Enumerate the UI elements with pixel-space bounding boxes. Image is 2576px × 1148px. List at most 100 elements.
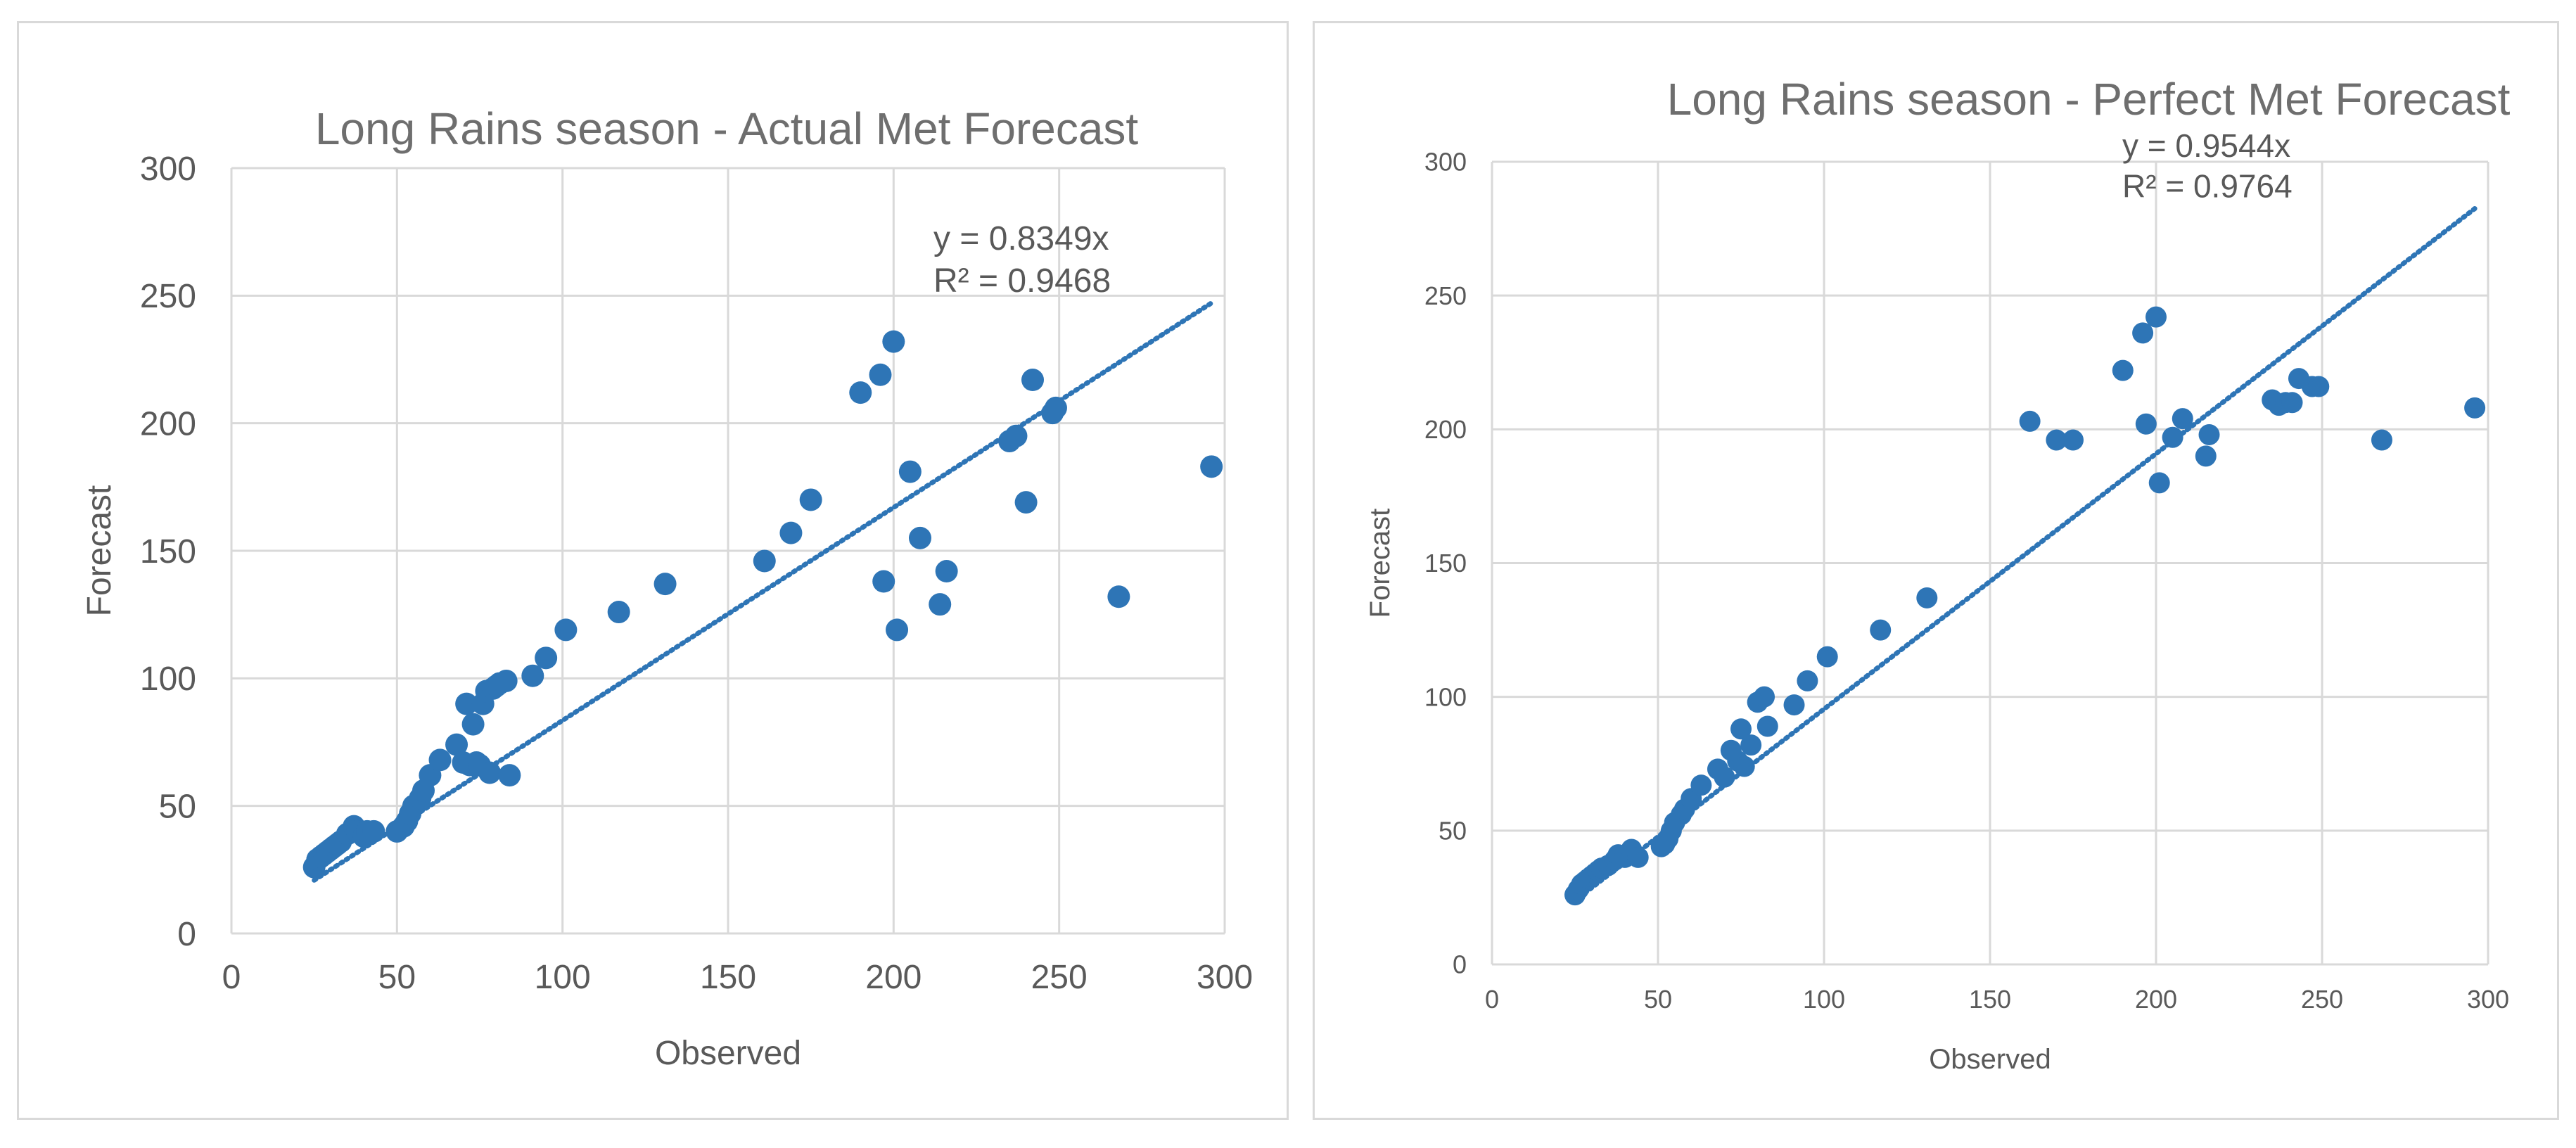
data-point (1797, 670, 1818, 691)
data-point (779, 521, 803, 544)
y-axis-label: Forecast (81, 485, 118, 617)
data-point (849, 381, 872, 404)
data-point (1733, 755, 1755, 777)
data-point (2145, 306, 2167, 328)
data-point (2281, 392, 2303, 414)
data-point (2172, 408, 2193, 430)
x-axis-label: Observed (1929, 1044, 2051, 1075)
x-tick-label: 300 (1197, 959, 1253, 996)
data-point (1044, 396, 1067, 419)
x-tick-label: 200 (865, 959, 922, 996)
data-point (554, 618, 578, 642)
x-tick-label: 100 (1803, 985, 1845, 1014)
y-tick-label: 300 (1424, 148, 1467, 177)
x-tick-label: 250 (2301, 985, 2343, 1014)
scatter-chart-actual: Long Rains season - Actual Met Forecast 0… (81, 103, 1253, 1072)
data-point (362, 819, 385, 843)
data-point (445, 733, 468, 756)
data-point (498, 764, 521, 787)
data-point (1870, 619, 1892, 641)
y-tick-label: 300 (140, 151, 196, 188)
chart-panel-perfect: Long Rains season - Perfect Met Forecast… (1313, 21, 2559, 1120)
chart-title: Long Rains season - Actual Met Forecast (315, 103, 1139, 154)
y-tick-label: 100 (140, 661, 196, 698)
y-tick-label: 100 (1424, 682, 1467, 711)
data-point (1200, 455, 1223, 478)
y-tick-label: 150 (140, 533, 196, 570)
data-point (1816, 646, 1838, 668)
y-tick-label: 250 (1424, 281, 1467, 310)
x-tick-label: 50 (378, 959, 416, 996)
data-point (898, 460, 922, 483)
data-point (935, 560, 958, 583)
data-point (1756, 715, 1778, 737)
x-tick-label: 0 (1485, 985, 1499, 1014)
data-point (495, 669, 518, 692)
x-tick-label: 200 (2135, 985, 2177, 1014)
x-tick-label: 150 (700, 959, 756, 996)
trendline (312, 300, 1214, 883)
data-point (872, 570, 895, 593)
data-point (2062, 429, 2084, 451)
data-point (799, 488, 822, 511)
data-point (1014, 491, 1038, 514)
data-point (2019, 410, 2041, 432)
y-tick-label: 0 (177, 916, 196, 953)
data-point (1021, 369, 1045, 392)
y-tick-label: 200 (1424, 415, 1467, 444)
data-point (2132, 322, 2154, 344)
data-point (2195, 445, 2217, 467)
data-point (1690, 774, 1712, 796)
data-point (2308, 376, 2330, 397)
y-tick-label: 250 (140, 278, 196, 315)
data-point (2046, 429, 2067, 451)
data-point (607, 601, 630, 624)
y-tick-label: 150 (1424, 549, 1467, 578)
data-point (882, 330, 905, 353)
data-point (1916, 587, 1938, 608)
data-point (2464, 397, 2486, 419)
data-point (1005, 424, 1028, 447)
data-point (1783, 694, 1805, 716)
data-point (428, 748, 452, 772)
y-tick-label: 200 (140, 405, 196, 442)
chart-panel-actual: Long Rains season - Actual Met Forecast 0… (17, 21, 1289, 1120)
data-point (1627, 846, 1649, 868)
data-point (753, 549, 776, 573)
data-point (2112, 359, 2134, 381)
x-tick-label: 50 (1644, 985, 1672, 1014)
trendline-equation: y = 0.8349x (933, 220, 1109, 257)
chart-title: Long Rains season - Perfect Met Forecast (1667, 74, 2511, 125)
x-tick-label: 150 (1969, 985, 2011, 1014)
x-tick-label: 250 (1031, 959, 1088, 996)
data-point (1740, 734, 1762, 756)
trendline (1572, 206, 2478, 903)
data-point (908, 526, 931, 549)
y-tick-label: 50 (159, 788, 196, 825)
data-point (478, 761, 502, 784)
x-tick-label: 0 (222, 959, 241, 996)
data-point (869, 363, 892, 386)
data-point (2135, 413, 2157, 435)
data-point (535, 646, 558, 670)
data-point (1754, 686, 1775, 708)
y-axis-label: Forecast (1365, 509, 1396, 618)
data-point (521, 664, 544, 687)
data-point (461, 713, 485, 736)
y-tick-label: 50 (1439, 816, 1467, 845)
data-point (2162, 426, 2183, 448)
trendline-r-squared: R² = 0.9764 (2122, 168, 2293, 205)
data-point (653, 573, 677, 596)
data-point (455, 692, 478, 715)
trendline-r-squared: R² = 0.9468 (933, 262, 1111, 300)
scatter-chart-perfect: Long Rains season - Perfect Met Forecast… (1365, 74, 2511, 1075)
data-point (1714, 766, 1735, 788)
trendline-equation: y = 0.9544x (2122, 127, 2290, 164)
y-tick-label: 0 (1453, 950, 1467, 979)
data-point (2198, 423, 2220, 445)
data-point (929, 593, 952, 616)
x-tick-label: 300 (2467, 985, 2509, 1014)
data-point (1107, 585, 1130, 608)
x-axis-label: Observed (655, 1035, 801, 1072)
data-point (886, 618, 909, 642)
